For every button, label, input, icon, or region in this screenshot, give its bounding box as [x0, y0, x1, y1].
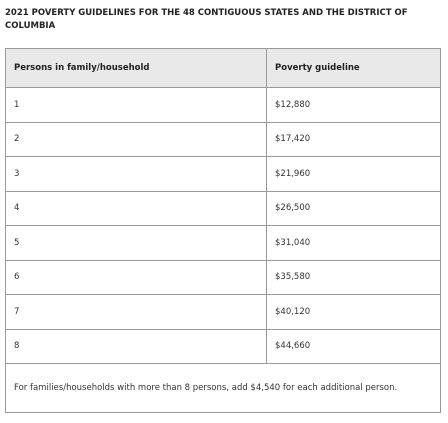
header-row: Persons in family/household Poverty guid… [5, 48, 441, 88]
table-cell: 8 [5, 328, 267, 364]
table-row: 6 $35,580 [5, 259, 441, 295]
table-cell: 4 [5, 190, 267, 226]
table-header: Persons in family/household Poverty guid… [5, 48, 441, 88]
table-cell: $40,120 [266, 294, 441, 330]
table-cell: $31,040 [266, 225, 441, 261]
table-row: 5 $31,040 [5, 225, 441, 261]
footnote-row: For families/households with more than 8… [5, 363, 441, 413]
footnote: For families/households with more than 8… [5, 363, 441, 413]
table-body: 1 $12,880 2 $17,420 3 $21,960 4 $26,500 5 $31,040… [5, 87, 441, 413]
table-cell: $17,420 [266, 121, 441, 157]
table-cell: 3 [5, 156, 267, 192]
table-row: 3 $21,960 [5, 156, 441, 192]
table-row: 8 $44,660 [5, 328, 441, 364]
table-title: 2021 POVERTY GUIDELINES FOR THE 48 CONTI… [5, 8, 408, 31]
table-cell: $26,500 [266, 190, 441, 226]
table-row: 1 $12,880 [5, 87, 441, 123]
table-cell: 6 [5, 259, 267, 295]
table-cell: 7 [5, 294, 267, 330]
table-cell: 1 [5, 87, 267, 123]
table-row: 2 $17,420 [5, 121, 441, 157]
table-cell: $35,580 [266, 259, 441, 295]
table-cell: 5 [5, 225, 267, 261]
table-cell: $44,660 [266, 328, 441, 364]
table-cell: $21,960 [266, 156, 441, 192]
poverty-table: Persons in family/household Poverty guid… [5, 48, 441, 413]
table-cell: $12,880 [266, 87, 441, 123]
header-cell: Persons in family/household [5, 48, 267, 88]
table-row: 4 $26,500 [5, 190, 441, 226]
table-cell: 2 [5, 121, 267, 157]
table-row: 7 $40,120 [5, 294, 441, 330]
header-cell: Poverty guideline [266, 48, 441, 88]
